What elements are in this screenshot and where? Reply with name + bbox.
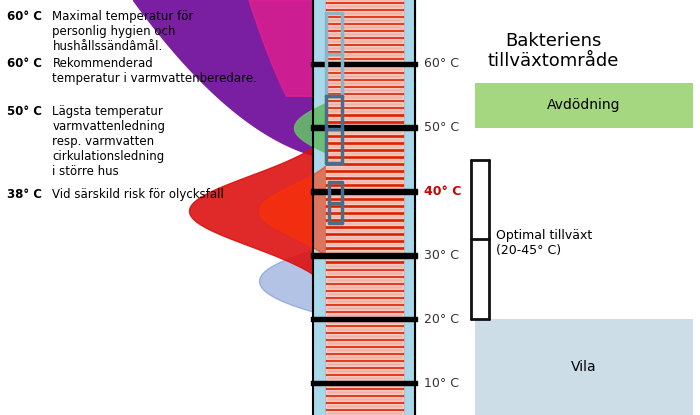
Text: Rekommenderad
temperatur i varmvattenberedare.: Rekommenderad temperatur i varmvattenber… [52,57,258,85]
Text: Maximal temperatur för
personlig hygien och
hushållssändâmål.: Maximal temperatur för personlig hygien … [52,10,194,53]
Text: 30° C: 30° C [424,249,458,262]
Text: 50° C: 50° C [424,121,458,134]
Text: Vila: Vila [571,360,596,374]
Text: Vid särskild risk för olycksfall: Vid särskild risk för olycksfall [52,188,225,201]
Text: Bakteriens
tillväxtområde: Bakteriens tillväxtområde [487,32,619,71]
Text: Avdödning: Avdödning [547,98,620,112]
Bar [475,319,693,415]
Bar [475,83,693,128]
Text: 40° C: 40° C [424,185,461,198]
Text: 50° C: 50° C [7,105,46,118]
Text: 38° C: 38° C [7,188,46,201]
Text: Lägsta temperatur
varmvattenledning
resp. varmvatten
cirkulationsledning
i störr: Lägsta temperatur varmvattenledning resp… [52,105,165,178]
Text: Optimal tillväxt
(20-45° C): Optimal tillväxt (20-45° C) [496,229,592,256]
Text: 60° C: 60° C [7,57,46,71]
Text: 20° C: 20° C [424,313,458,326]
Text: 10° C: 10° C [424,376,458,390]
Text: 60° C: 60° C [424,57,458,71]
Text: 60° C: 60° C [7,10,46,22]
